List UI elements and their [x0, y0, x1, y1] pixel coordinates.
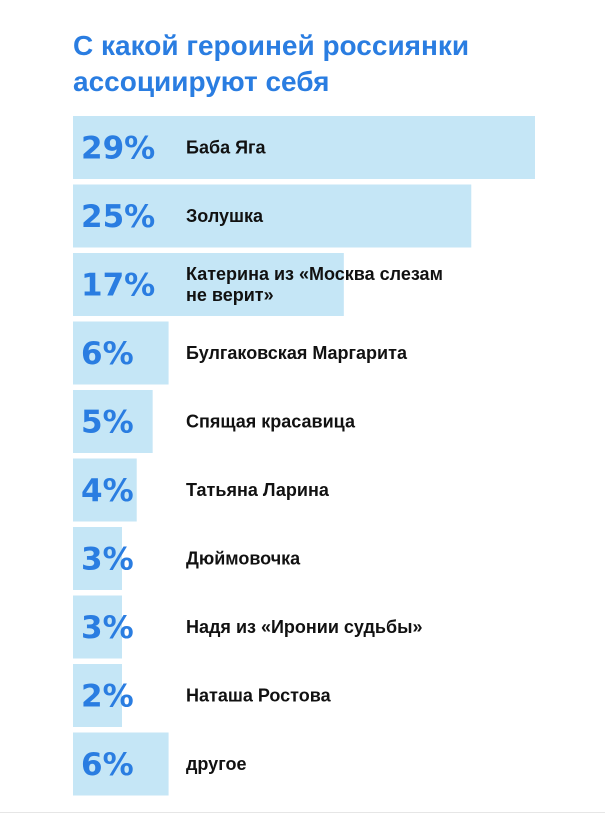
bar-category-label-line: Баба Яга: [186, 138, 267, 158]
bar-value-label: 25%: [81, 199, 155, 235]
bar-value-label: 3%: [81, 542, 134, 578]
bar-category-label-line: Золушка: [186, 206, 264, 226]
bottom-divider: [0, 812, 605, 813]
bar-row: 6% другое: [73, 732, 246, 796]
bar-category-label-line: Надя из «Иронии судьбы»: [186, 617, 422, 637]
chart-title: С какой героиней россиянки ассоциируют с…: [73, 28, 573, 100]
bar: [73, 184, 472, 248]
bar: [73, 390, 153, 453]
bar: [73, 595, 122, 659]
bar: [73, 321, 169, 385]
bar-category-label: Булгаковская Маргарита: [186, 343, 408, 363]
bar: [73, 253, 344, 316]
bar-row: 2% Наташа Ростова: [73, 664, 332, 727]
bar-category-label: другое: [186, 754, 246, 774]
bar-row: 29% Баба Яга: [73, 116, 535, 179]
bar-row: 4% Татьяна Ларина: [73, 458, 330, 522]
bar-category-label-line: Дюймовочка: [186, 549, 301, 569]
bar-row: 5% Спящая красавица: [73, 390, 356, 453]
bar-category-label-line: Спящая красавица: [186, 412, 356, 432]
bar-row: 25% Золушка: [73, 184, 472, 248]
bar: [73, 664, 122, 727]
bar: [73, 732, 169, 796]
bar-row: 3% Надя из «Иронии судьбы»: [73, 595, 422, 659]
bar-category-label: Баба Яга: [186, 138, 267, 158]
bar-category-label: Дюймовочка: [186, 549, 301, 569]
bar-category-label-line: Булгаковская Маргарита: [186, 343, 408, 363]
bar-category-label-line: не верит»: [186, 285, 274, 305]
bar-value-label: 6%: [81, 336, 134, 372]
bar: [73, 116, 535, 179]
bar-category-label: Спящая красавица: [186, 412, 356, 432]
chart-title-line-1: С какой героиней россиянки: [73, 30, 470, 61]
bar-category-label: Наташа Ростова: [186, 686, 332, 706]
bar-row: 17% Катерина из «Москва слезам не верит»: [73, 253, 443, 316]
chart-title-line-2: ассоциируют себя: [73, 66, 330, 97]
bar: [73, 458, 137, 522]
bar-category-label: Татьяна Ларина: [186, 480, 330, 500]
bar-value-label: 3%: [81, 610, 134, 646]
bar-value-label: 5%: [81, 405, 134, 441]
bar-category-label-line: Катерина из «Москва слезам: [186, 264, 443, 284]
bar-category-label-line: Наташа Ростова: [186, 686, 332, 706]
bar-row: 6% Булгаковская Маргарита: [73, 321, 408, 385]
bar-category-label: Надя из «Иронии судьбы»: [186, 617, 422, 637]
bar-value-label: 6%: [81, 747, 134, 783]
bar-value-label: 4%: [81, 473, 134, 509]
bar: [73, 527, 122, 590]
bar-category-label-line: другое: [186, 754, 246, 774]
bar-value-label: 29%: [81, 131, 155, 167]
bar-row: 3% Дюймовочка: [73, 527, 301, 590]
bar-category-label: Золушка: [186, 206, 264, 226]
bar-value-label: 2%: [81, 679, 134, 715]
bar-category-label: Катерина из «Москва слезам не верит»: [186, 264, 443, 305]
bar-value-label: 17%: [81, 268, 155, 304]
bar-category-label-line: Татьяна Ларина: [186, 480, 330, 500]
